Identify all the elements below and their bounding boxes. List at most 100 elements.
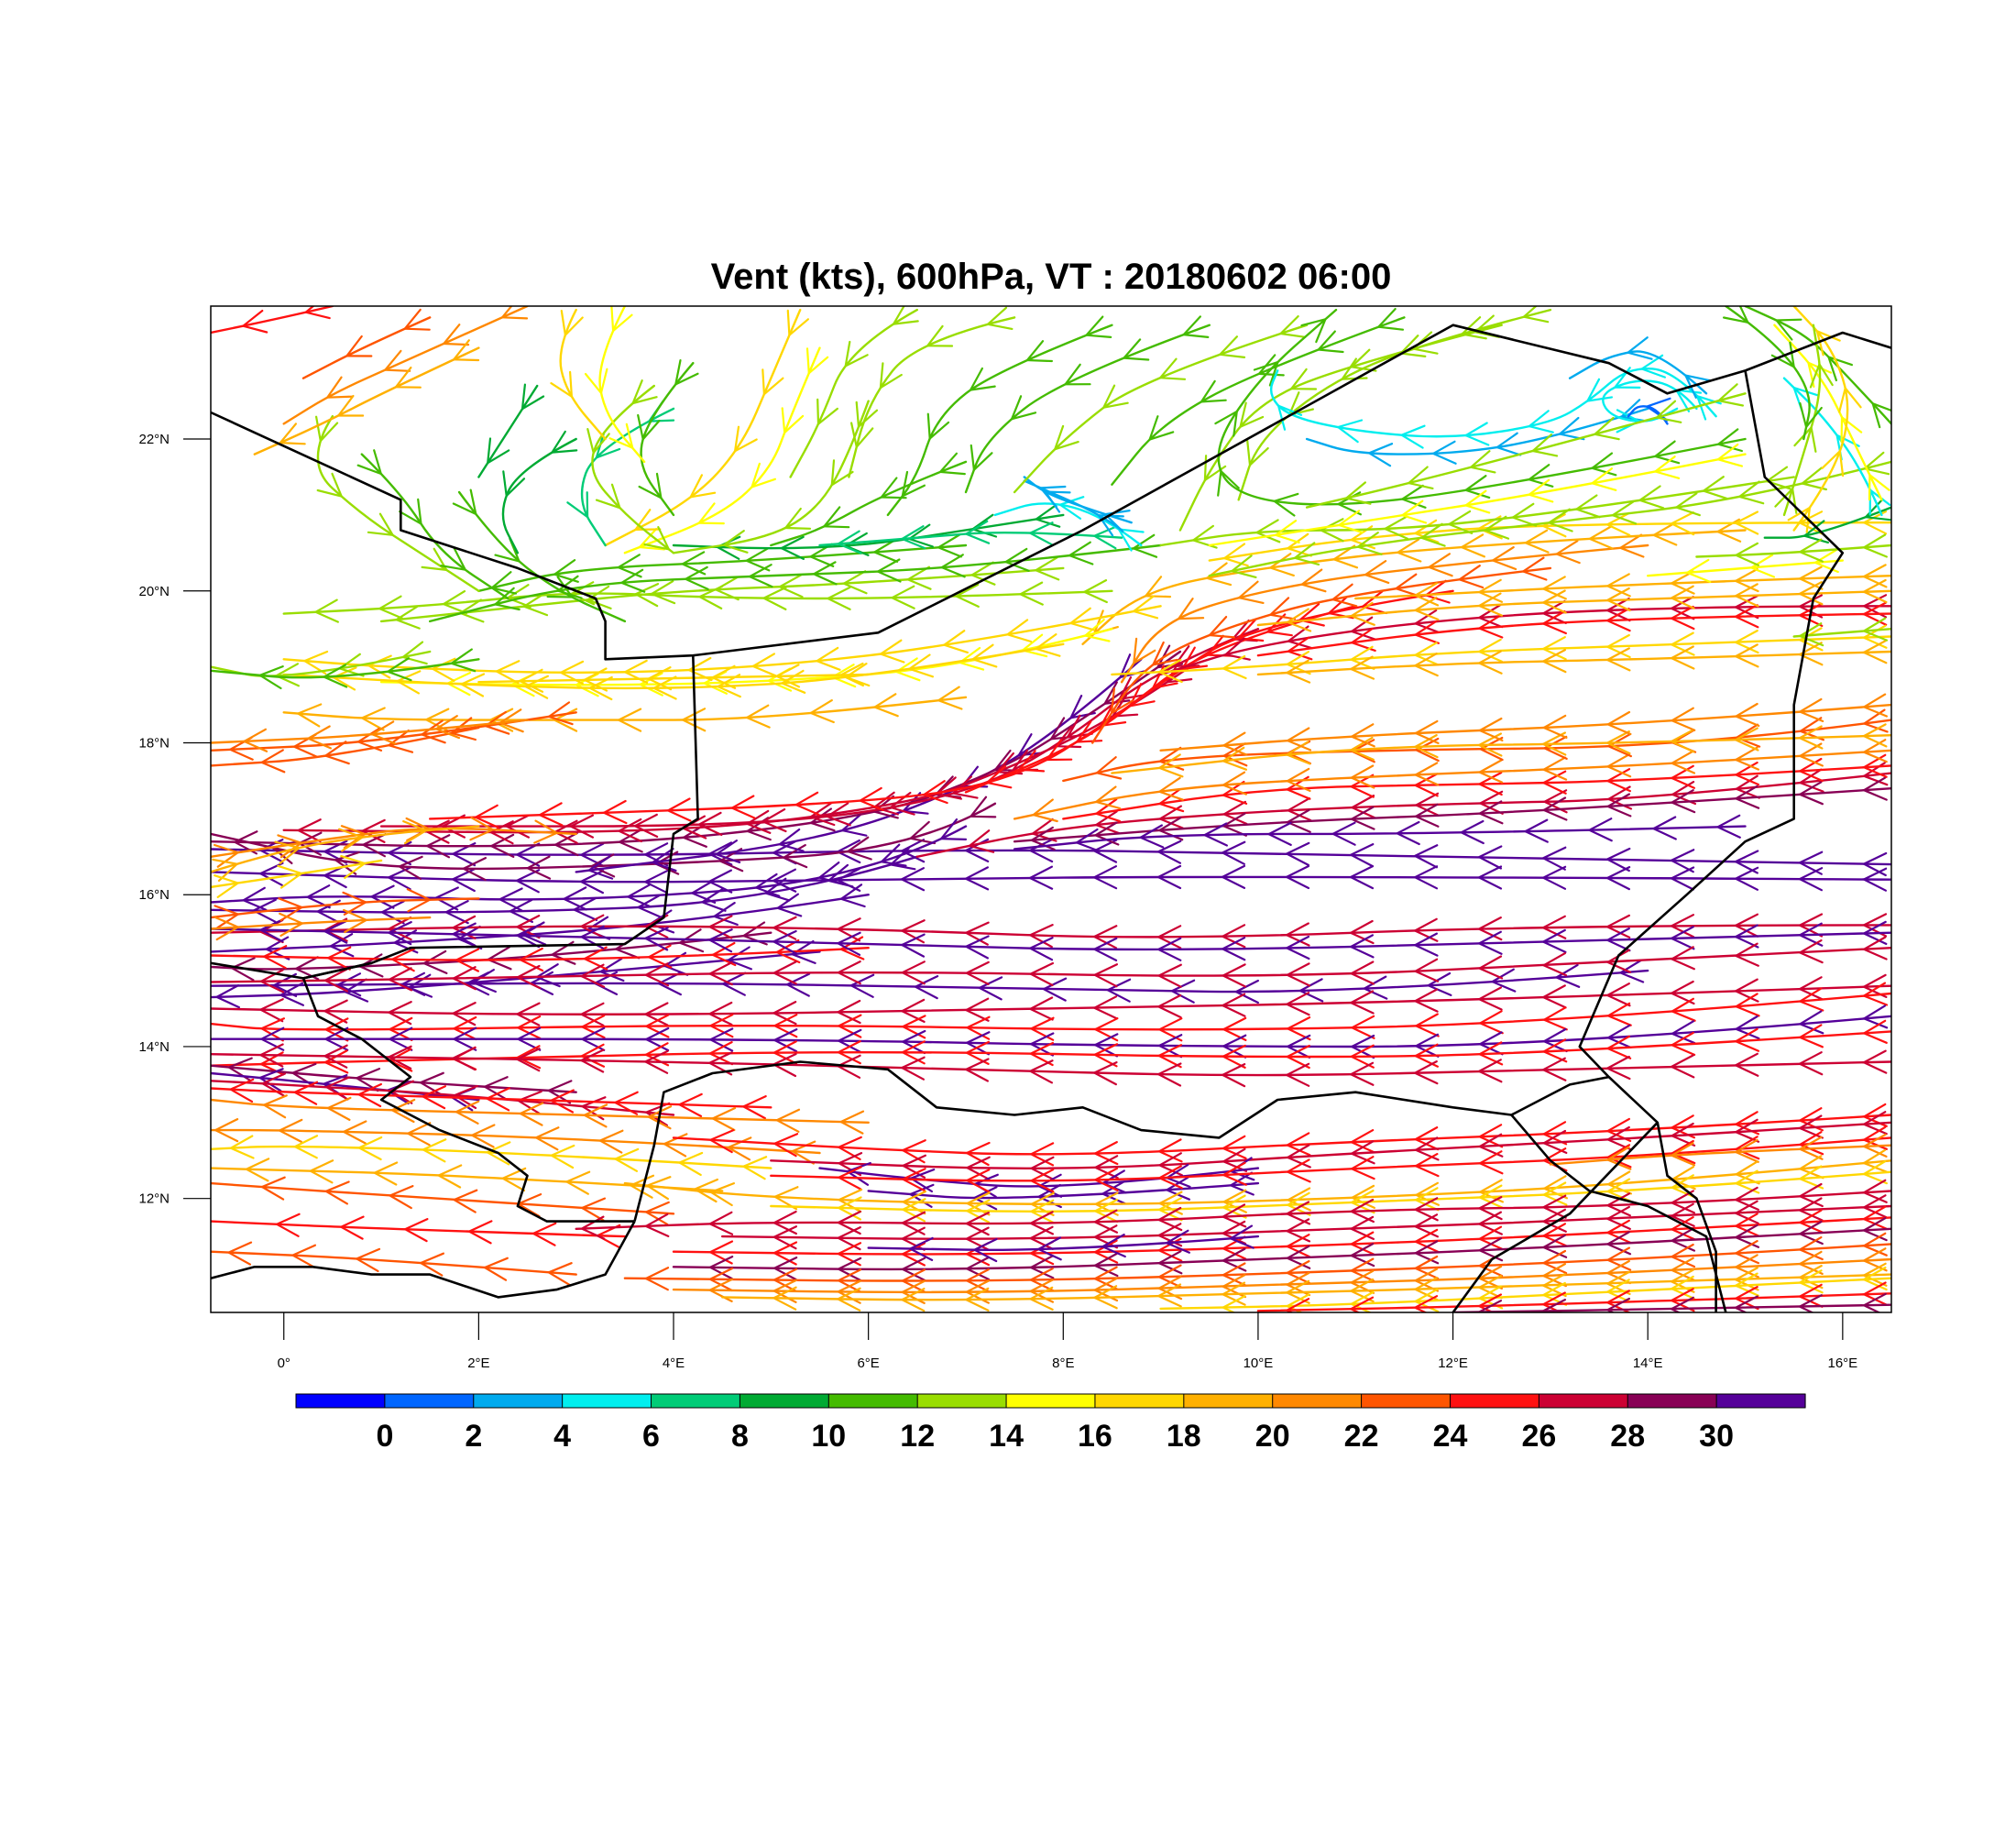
streamline-path <box>211 1220 627 1238</box>
streamline <box>1023 479 1124 537</box>
streamline-arrowhead <box>361 818 386 843</box>
streamline-arrowhead <box>307 725 332 750</box>
streamline-arrowhead <box>666 797 692 822</box>
streamline-arrowhead <box>1606 753 1632 778</box>
streamline-path <box>1792 628 1891 638</box>
streamline-arrowhead <box>406 888 432 913</box>
streamline-arrowhead <box>1478 578 1503 603</box>
streamline-arrowhead <box>1157 925 1182 949</box>
streamline-arrowhead <box>901 1056 926 1081</box>
streamline-arrowhead <box>1414 1295 1439 1312</box>
streamline-arrowhead <box>1606 1192 1631 1217</box>
streamline-arrowhead <box>277 864 302 889</box>
streamline-arrowhead <box>378 595 403 620</box>
streamline-arrowhead <box>1606 1002 1632 1026</box>
streamline-arrowhead <box>678 1151 704 1176</box>
streamline-arrowhead <box>1414 1277 1439 1301</box>
streamline-arrowhead <box>970 444 993 471</box>
streamline-arrowhead <box>453 1189 478 1213</box>
lat-tick-label: 22°N <box>138 432 170 447</box>
streamline-arrowhead <box>900 867 926 892</box>
streamline-arrowhead <box>1006 619 1033 643</box>
streamline-arrowhead <box>901 1268 926 1293</box>
streamline <box>211 918 1891 961</box>
streamline-path <box>1091 566 1552 744</box>
streamline-arrowhead <box>517 1090 542 1114</box>
streamline-path <box>672 400 870 554</box>
streamline-arrowhead <box>1799 1209 1824 1234</box>
streamline-arrowhead <box>1223 543 1249 567</box>
streamline-path <box>1305 407 1649 456</box>
colorbar-label: 26 <box>1521 1419 1556 1454</box>
streamline-arrowhead <box>1239 401 1265 428</box>
streamline-arrowhead <box>1222 742 1248 767</box>
streamline-arrowhead <box>550 1089 575 1114</box>
streamline-arrowhead <box>715 840 741 863</box>
streamline-arrowhead <box>855 401 879 428</box>
streamline-arrowhead <box>1028 865 1054 890</box>
streamline-arrowhead <box>633 813 659 838</box>
streamline-arrowhead <box>745 547 771 572</box>
colorbar-label: 16 <box>1078 1419 1112 1454</box>
streamline-arrowhead <box>440 546 466 571</box>
streamline-arrowhead <box>708 1256 734 1280</box>
streamline-arrowhead <box>1491 968 1517 993</box>
streamline <box>211 306 334 335</box>
streamline-arrowhead <box>1542 1181 1568 1206</box>
streamline-arrowhead <box>1478 845 1503 870</box>
streamline-arrowhead <box>1145 576 1172 598</box>
streamline-arrowhead <box>422 1085 446 1110</box>
streamline-arrowhead <box>689 474 717 499</box>
streamline-arrowhead <box>1827 356 1853 382</box>
streamline <box>1091 556 1552 744</box>
streamline-arrowhead <box>401 641 428 665</box>
streamline-arrowhead <box>1735 1186 1759 1211</box>
streamline-arrowhead <box>516 924 541 949</box>
streamline <box>672 1247 1891 1304</box>
streamline-arrowhead <box>785 972 811 997</box>
country-border <box>1510 1114 1727 1312</box>
streamline-arrowhead <box>297 703 323 728</box>
colorbar-label: 2 <box>465 1419 482 1454</box>
streamline-arrowhead <box>1531 434 1559 457</box>
streamline-arrowhead <box>1588 525 1614 550</box>
streamline-arrowhead <box>1799 1024 1824 1048</box>
streamline-arrowhead <box>297 818 322 843</box>
streamline-arrowhead <box>519 668 544 693</box>
colorbar-swatch <box>1183 1394 1274 1408</box>
streamline-arrowhead <box>1478 771 1503 796</box>
streamline-path <box>575 1190 1891 1230</box>
streamline <box>623 1148 1891 1216</box>
streamline-path <box>1549 1144 1891 1166</box>
streamline-arrowhead <box>1350 601 1375 626</box>
streamline-arrowhead <box>831 664 857 688</box>
streamline-arrowhead <box>1030 1199 1055 1224</box>
streamline-path <box>282 605 1162 675</box>
streamline-arrowhead <box>1627 336 1653 360</box>
streamline-arrowhead <box>842 570 868 595</box>
streamline-arrowhead <box>652 675 677 700</box>
streamline-arrowhead <box>1606 730 1631 755</box>
streamline-path <box>1081 529 1747 645</box>
streamline-arrowhead <box>1222 746 1247 771</box>
streamline-arrowhead <box>727 946 752 971</box>
streamline-arrowhead <box>1862 1281 1888 1306</box>
streamline-arrowhead <box>1671 1139 1696 1165</box>
streamline-path <box>770 460 968 547</box>
streamline <box>1452 1292 1891 1312</box>
streamline-arrowhead <box>1093 1266 1119 1290</box>
streamline-arrowhead <box>1735 1213 1759 1237</box>
streamline-arrowhead <box>1350 1257 1375 1282</box>
streamline-arrowhead <box>1350 1129 1375 1154</box>
streamline-arrowhead <box>1606 608 1631 632</box>
streamline-arrowhead <box>581 1026 606 1051</box>
streamline-arrowhead <box>1206 562 1233 587</box>
streamline-arrowhead <box>580 1048 605 1073</box>
streamline-arrowhead <box>1100 703 1127 727</box>
streamline-path <box>1159 703 1891 752</box>
streamline-arrowhead <box>1734 510 1759 535</box>
country-borders <box>211 324 1891 1312</box>
colorbar-swatch <box>1361 1394 1452 1408</box>
streamline-arrowhead <box>1734 913 1759 938</box>
streamline-arrowhead <box>1619 959 1645 983</box>
